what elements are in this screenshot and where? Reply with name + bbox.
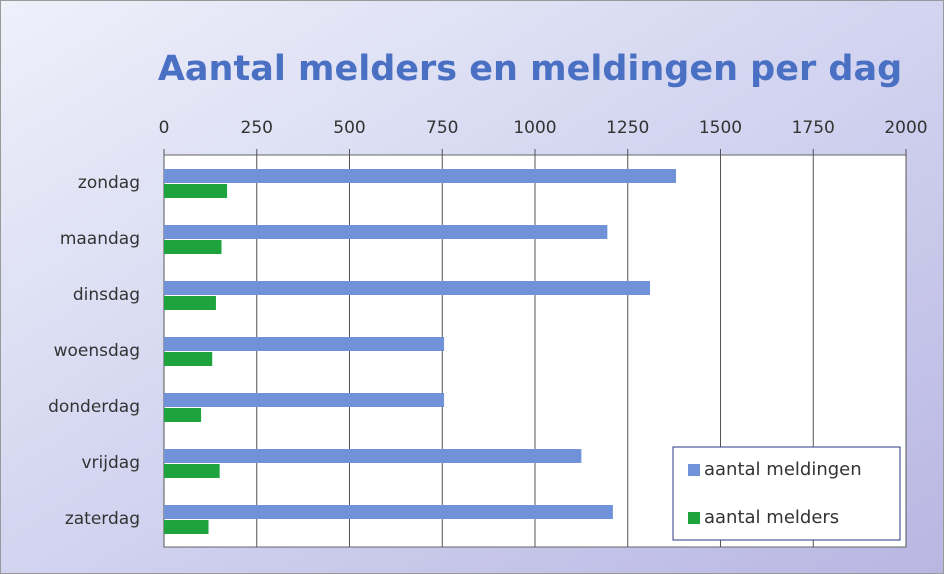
x-tick-label: 1500 bbox=[699, 118, 742, 138]
y-tick-label: zondag bbox=[78, 173, 140, 193]
bar bbox=[164, 352, 213, 366]
bar bbox=[164, 393, 445, 407]
y-tick-label: donderdag bbox=[48, 397, 140, 417]
bar bbox=[164, 240, 222, 254]
x-tick-label: 0 bbox=[159, 118, 170, 138]
bar bbox=[164, 169, 676, 183]
y-tick-label: dinsdag bbox=[73, 285, 140, 305]
x-tick-label: 250 bbox=[241, 118, 273, 138]
bar bbox=[164, 449, 582, 463]
bar bbox=[164, 281, 651, 295]
y-tick-label: zaterdag bbox=[65, 509, 140, 529]
y-tick-label: vrijdag bbox=[82, 453, 141, 473]
x-tick-label: 1000 bbox=[513, 118, 556, 138]
bar bbox=[164, 520, 209, 534]
legend-box bbox=[672, 446, 901, 541]
bar bbox=[164, 505, 613, 519]
legend-swatch bbox=[688, 464, 700, 476]
bar bbox=[164, 225, 608, 239]
bar bbox=[164, 408, 202, 422]
legend-label: aantal meldingen bbox=[704, 459, 862, 480]
bar bbox=[164, 464, 220, 478]
bar bbox=[164, 296, 216, 310]
x-tick-label: 2000 bbox=[884, 118, 927, 138]
x-tick-label: 750 bbox=[426, 118, 458, 138]
x-tick-label: 500 bbox=[333, 118, 365, 138]
legend-swatch bbox=[688, 512, 700, 524]
bar bbox=[164, 337, 445, 351]
bar bbox=[164, 184, 228, 198]
y-tick-label: woensdag bbox=[54, 341, 140, 361]
chart-title: Aantal melders en meldingen per dag bbox=[158, 49, 902, 89]
x-tick-label: 1250 bbox=[606, 118, 649, 138]
y-tick-label: maandag bbox=[60, 229, 140, 249]
x-tick-label: 1750 bbox=[792, 118, 835, 138]
legend-label: aantal melders bbox=[704, 507, 839, 528]
